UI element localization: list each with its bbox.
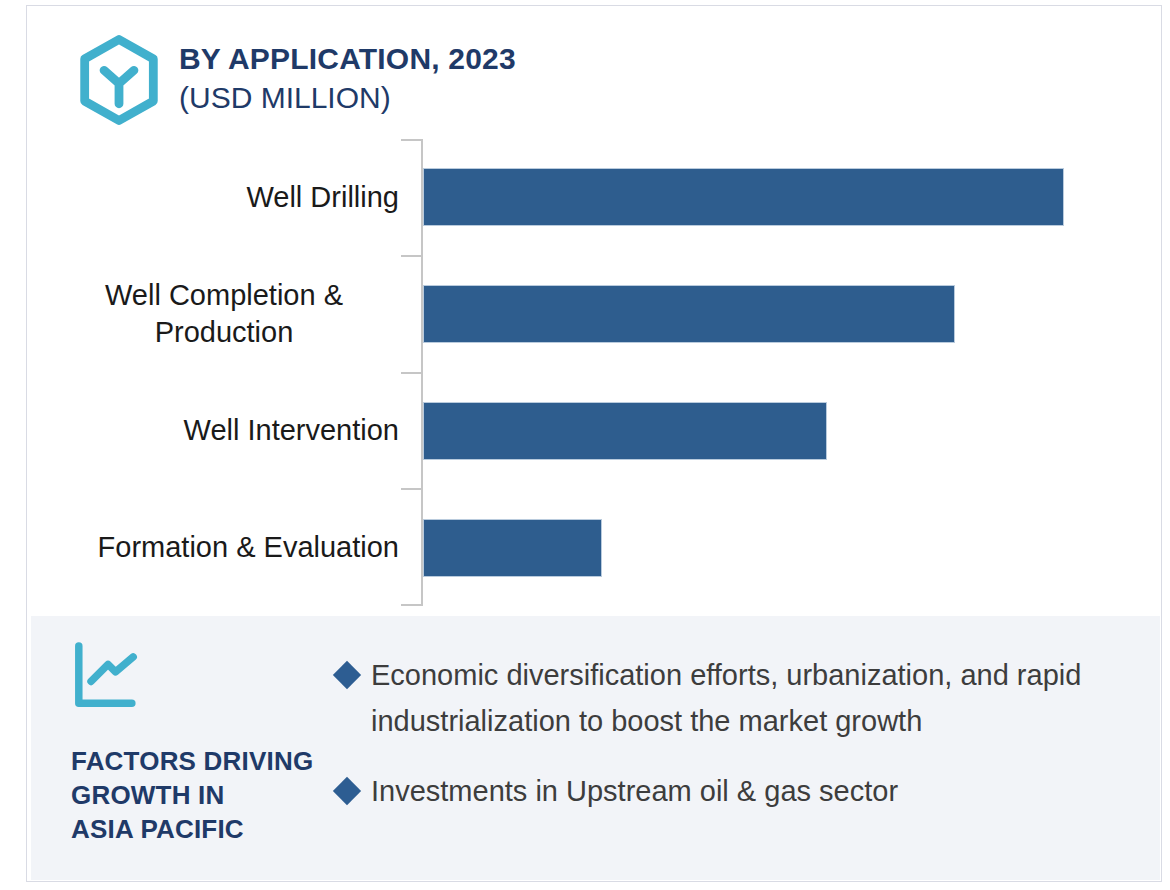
factor-bullet: Economic diversification efforts, urbani… <box>331 652 1160 744</box>
bar-formation-evaluation <box>423 519 602 577</box>
factors-panel: FACTORS DRIVING GROWTH IN ASIA PACIFIC E… <box>31 616 1160 880</box>
category-label: Well Completion & Production <box>49 277 399 351</box>
factor-bullet: Investments in Upstream oil & gas sector <box>331 768 1160 814</box>
bar-well-drilling <box>423 168 1064 226</box>
category-label: Well Intervention <box>184 412 399 449</box>
chart-header: BY APPLICATION, 2023 (USD MILLION) <box>75 34 516 126</box>
factors-heading-line: FACTORS DRIVING <box>71 744 331 778</box>
report-card: BY APPLICATION, 2023 (USD MILLION) Well … <box>26 5 1162 882</box>
factors-heading: FACTORS DRIVING GROWTH IN ASIA PACIFIC <box>71 744 331 846</box>
chart-title: BY APPLICATION, 2023 <box>179 42 516 76</box>
factors-panel-bullets: Economic diversification efforts, urbani… <box>331 616 1160 880</box>
chart-rows: Well Drilling Well Completion & Producti… <box>27 139 1161 606</box>
hexagon-y-logo-icon <box>75 34 163 126</box>
chart-row: Well Intervention <box>27 373 1161 490</box>
category-label: Well Drilling <box>246 179 399 216</box>
chart-row: Well Completion & Production <box>27 256 1161 373</box>
chart-subtitle: (USD MILLION) <box>179 81 516 115</box>
bar-chart: Well Drilling Well Completion & Producti… <box>27 139 1161 606</box>
factor-text: Investments in Upstream oil & gas sector <box>371 768 898 814</box>
bar-well-intervention <box>423 402 827 460</box>
factors-panel-left: FACTORS DRIVING GROWTH IN ASIA PACIFIC <box>31 616 331 880</box>
diamond-bullet-icon <box>333 661 361 689</box>
chart-row: Well Drilling <box>27 139 1161 256</box>
factor-text: Economic diversification efforts, urbani… <box>371 652 1101 744</box>
diamond-bullet-icon <box>333 777 361 805</box>
factors-heading-line: GROWTH IN <box>71 778 331 812</box>
factors-heading-line: ASIA PACIFIC <box>71 812 331 846</box>
chart-title-block: BY APPLICATION, 2023 (USD MILLION) <box>179 34 516 115</box>
category-label: Formation & Evaluation <box>98 529 399 566</box>
bar-well-completion-production <box>423 285 955 343</box>
line-chart-icon <box>71 642 141 710</box>
chart-row: Formation & Evaluation <box>27 489 1161 606</box>
